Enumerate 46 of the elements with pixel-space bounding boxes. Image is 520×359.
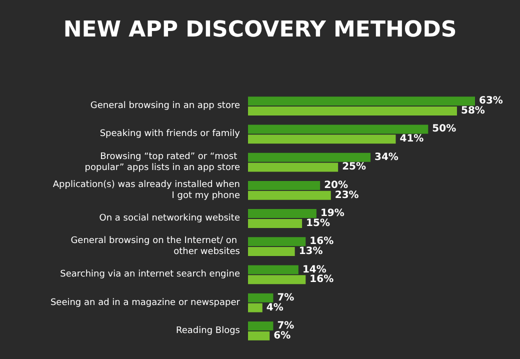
data-label: 41% (400, 134, 424, 145)
data-label: 14% (302, 264, 326, 276)
bar (248, 293, 274, 302)
data-label: 16% (310, 274, 334, 286)
bar (248, 275, 306, 284)
data-label: 63% (479, 96, 503, 107)
y-tick-label: Searching via an internet search engine (60, 270, 240, 280)
bar (248, 152, 371, 162)
bar (248, 209, 316, 218)
data-label: 6% (274, 330, 291, 342)
bar (248, 190, 331, 200)
bar (248, 265, 298, 274)
data-label: 13% (298, 246, 323, 258)
y-tick-label: On a social networking website (99, 214, 240, 224)
data-label: 58% (460, 106, 485, 117)
data-label: 23% (334, 190, 359, 201)
bar (248, 96, 475, 106)
bar (248, 237, 306, 246)
bar (248, 321, 274, 330)
data-label: 4% (266, 302, 284, 314)
data-label: 25% (342, 162, 366, 173)
data-label: 19% (320, 208, 344, 220)
bar (248, 124, 428, 134)
y-tick-label: Browsing “top rated” or “most popular” apps lists in an app store (84, 152, 240, 173)
bar (248, 134, 396, 144)
data-label: 34% (374, 152, 398, 163)
bar (248, 218, 302, 228)
bar (248, 180, 320, 190)
data-label: 7% (277, 320, 294, 332)
y-tick-label: Reading Blogs (176, 326, 240, 336)
data-label: 16% (310, 236, 334, 248)
y-tick-label: General browsing in an app store (90, 101, 240, 112)
y-tick-label: Application(s) was already installed when I got my phone (52, 180, 240, 201)
bar (248, 331, 270, 340)
y-tick-label: Seeing an ad in a magazine or newspaper (50, 298, 240, 308)
bar (248, 106, 457, 116)
data-label: 15% (306, 218, 330, 229)
bar (248, 162, 338, 172)
y-tick-label: General browsing on the Internet/ on other websites (70, 236, 240, 258)
y-tick-label: Speaking with friends or family (100, 129, 241, 140)
data-label: 7% (277, 292, 294, 304)
data-label: 20% (324, 180, 348, 191)
bar (248, 247, 295, 256)
data-label: 50% (432, 124, 456, 135)
bar (248, 303, 262, 312)
chart-title: NEW APP DISCOVERY METHODS (63, 18, 457, 42)
